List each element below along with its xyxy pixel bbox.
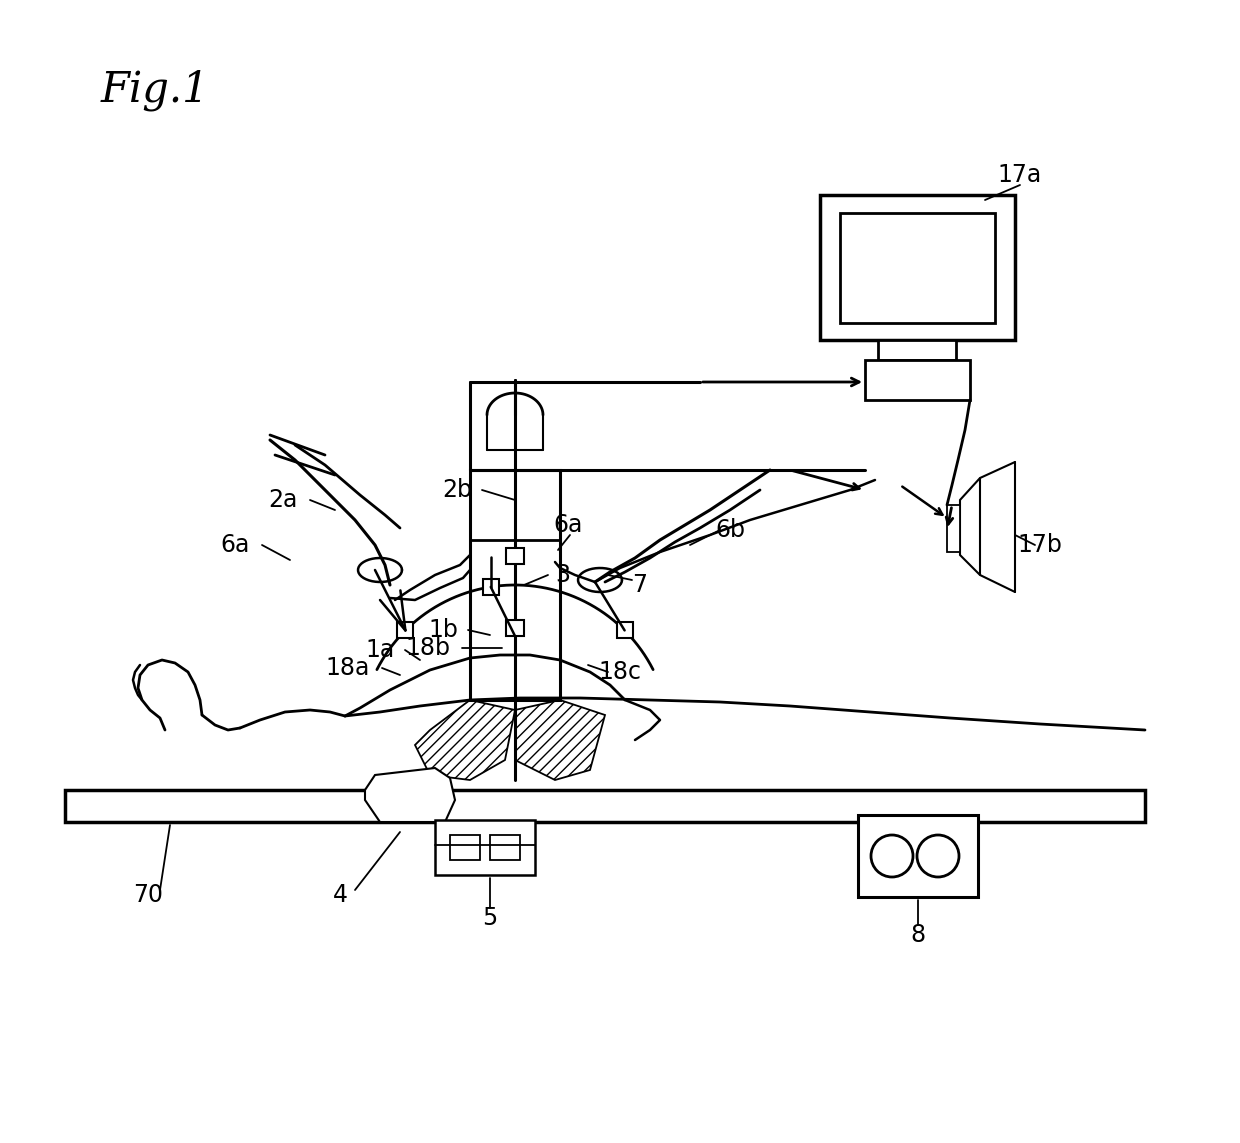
Bar: [397, 623, 413, 639]
Text: 18b: 18b: [405, 636, 450, 660]
Text: 18c: 18c: [599, 660, 641, 684]
Bar: [64, 790, 1145, 822]
Bar: [490, 836, 520, 860]
Text: 2b: 2b: [441, 478, 472, 502]
Text: 7: 7: [632, 573, 647, 597]
Text: 8: 8: [910, 924, 925, 948]
Bar: [839, 213, 994, 323]
Bar: [435, 820, 534, 876]
Bar: [820, 195, 1016, 339]
Bar: [616, 623, 632, 639]
Text: 6b: 6b: [715, 518, 745, 542]
Polygon shape: [960, 478, 980, 575]
Bar: [866, 360, 970, 400]
Bar: [470, 470, 560, 700]
Bar: [858, 815, 978, 897]
Bar: [506, 547, 525, 563]
Text: 17b: 17b: [1018, 533, 1063, 557]
Text: 1a: 1a: [366, 638, 396, 662]
Text: 5: 5: [482, 906, 497, 930]
Text: 4: 4: [332, 884, 347, 908]
Bar: [506, 620, 525, 636]
Bar: [482, 578, 498, 594]
Text: 18a: 18a: [326, 656, 370, 680]
Text: 1b: 1b: [428, 618, 458, 642]
Bar: [878, 339, 956, 360]
Text: Fig.1: Fig.1: [100, 69, 210, 111]
Text: 17a: 17a: [998, 163, 1042, 187]
Text: 2a: 2a: [269, 488, 298, 512]
Bar: [947, 505, 960, 552]
Text: 3: 3: [556, 563, 570, 588]
Text: 6a: 6a: [553, 513, 583, 537]
Text: 70: 70: [133, 884, 162, 908]
Bar: [450, 836, 480, 860]
Text: 6a: 6a: [221, 533, 250, 557]
Polygon shape: [365, 768, 455, 822]
